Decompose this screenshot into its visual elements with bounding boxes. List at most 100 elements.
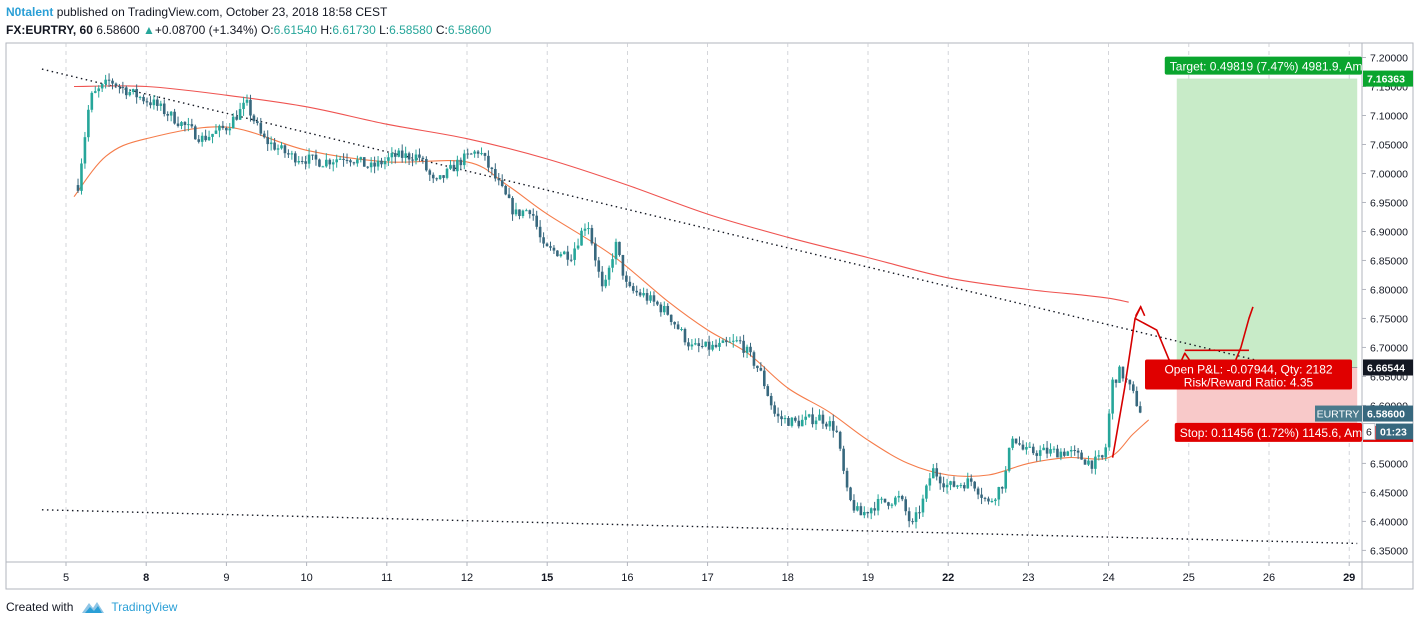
- candle-bear: [266, 137, 270, 145]
- change-up-icon: ▲: [142, 23, 155, 37]
- y-tick-label: 6.45000: [1370, 487, 1408, 499]
- candle-bear: [1080, 452, 1083, 460]
- stop-label-box: [1174, 422, 1362, 442]
- candle-bear: [342, 158, 345, 160]
- candle-bull: [131, 89, 135, 92]
- candle-bear: [549, 246, 552, 248]
- position-labels: Target: 0.49819 (7.47%) 4981.9, Amount: …: [1145, 56, 1413, 442]
- candle-bear: [859, 506, 863, 516]
- candle-bear: [494, 169, 497, 179]
- candle-bear: [256, 121, 259, 124]
- stop-label-text: Stop: 0.11456 (1.72%) 1145.6, Amount: 7: [1180, 426, 1399, 440]
- candle-bull: [445, 168, 449, 178]
- candle-bear: [725, 340, 728, 343]
- candle-bull: [93, 91, 97, 93]
- candle-bear: [190, 124, 194, 127]
- candle-bull: [387, 157, 390, 161]
- candle-bear: [821, 414, 825, 424]
- ma-fast-line: [73, 126, 1150, 477]
- y-tick-label: 6.40000: [1370, 516, 1408, 528]
- candle-bull: [1025, 446, 1028, 450]
- candle-bull: [1004, 470, 1008, 489]
- x-tick-label: 23: [1022, 572, 1034, 584]
- candle-bull: [604, 279, 607, 287]
- candle-bear: [983, 497, 987, 499]
- candle-bear: [566, 251, 570, 260]
- candle-bull: [735, 340, 739, 342]
- candle-bull: [945, 484, 949, 488]
- candle-bear: [556, 250, 559, 257]
- candle-bull: [83, 137, 87, 164]
- footer: Created with TradingView: [6, 600, 177, 614]
- pnl-label-line: Open P&L: -0.07944, Qty: 2182: [1164, 362, 1332, 376]
- candle-bear: [293, 153, 297, 163]
- candle-bear: [149, 102, 152, 106]
- candle-bear: [380, 160, 383, 165]
- candle-bear: [883, 498, 887, 503]
- candle-bull: [331, 162, 335, 165]
- candle-bear: [311, 154, 314, 156]
- candle-bull: [863, 511, 866, 516]
- candle-bear: [849, 487, 852, 501]
- candle-bull: [390, 153, 394, 158]
- candle-bull: [690, 344, 694, 347]
- candle-bear: [669, 314, 673, 322]
- candle-bear: [183, 122, 187, 126]
- candle-bull: [211, 133, 214, 137]
- candle-bull: [728, 341, 732, 343]
- candle-bear: [173, 111, 176, 124]
- candle-bear: [487, 155, 490, 168]
- candle-bull: [269, 142, 273, 145]
- x-tick-label: 22: [942, 572, 954, 584]
- candle-bear: [1045, 447, 1049, 454]
- candle-bull: [207, 136, 211, 141]
- ma-slow-line: [73, 85, 1129, 303]
- candle-bear: [1121, 366, 1125, 379]
- x-tick-label: 10: [300, 572, 312, 584]
- candle-bear: [345, 159, 349, 161]
- candle-bull: [128, 91, 132, 96]
- candle-bear: [121, 86, 125, 88]
- candle-bear: [763, 370, 766, 387]
- price-change: +0.08700 (+1.34%): [154, 23, 258, 37]
- candle-bull: [169, 111, 173, 116]
- candle-bear: [142, 96, 145, 102]
- candle-bull: [956, 485, 959, 487]
- author-link[interactable]: N0talent: [6, 5, 54, 19]
- candle-bull: [214, 130, 218, 134]
- candle-bull: [1111, 379, 1114, 414]
- candle-bull: [1097, 455, 1101, 457]
- x-tick-label: 16: [621, 572, 633, 584]
- entry-price-badge-box: [1363, 359, 1413, 376]
- candle-bull: [307, 154, 311, 164]
- candle-bear: [283, 145, 287, 154]
- candle-bear: [938, 476, 942, 484]
- low-label: L:: [379, 23, 390, 37]
- candle-bear: [811, 414, 814, 425]
- candle-bull: [662, 305, 666, 313]
- candle-bull: [607, 267, 611, 280]
- candle-bear: [911, 521, 914, 523]
- candle-bull: [583, 228, 587, 231]
- candle-bull: [449, 164, 452, 169]
- candle-bear: [114, 83, 118, 87]
- candle-bull: [414, 154, 418, 161]
- last-price: 6.58600: [96, 23, 140, 37]
- forecast-arrow-icon: [1134, 305, 1146, 317]
- candle-bear: [673, 321, 676, 325]
- candle-bear: [628, 281, 632, 287]
- candle-bear: [542, 237, 545, 244]
- candle-bull: [876, 498, 880, 511]
- y-tick-label: 6.70000: [1370, 342, 1408, 354]
- candle-bear: [400, 150, 404, 158]
- candle-bull: [1069, 450, 1073, 452]
- price-axis: 6.350006.400006.450006.500006.550006.600…: [1362, 52, 1408, 557]
- candle-bear: [262, 133, 266, 138]
- candle-bear: [500, 180, 504, 186]
- candle-bear: [1135, 390, 1139, 407]
- tradingview-link[interactable]: TradingView: [111, 600, 178, 614]
- candle-bull: [800, 419, 804, 427]
- candle-bull: [573, 248, 576, 260]
- candle-bear: [631, 286, 635, 291]
